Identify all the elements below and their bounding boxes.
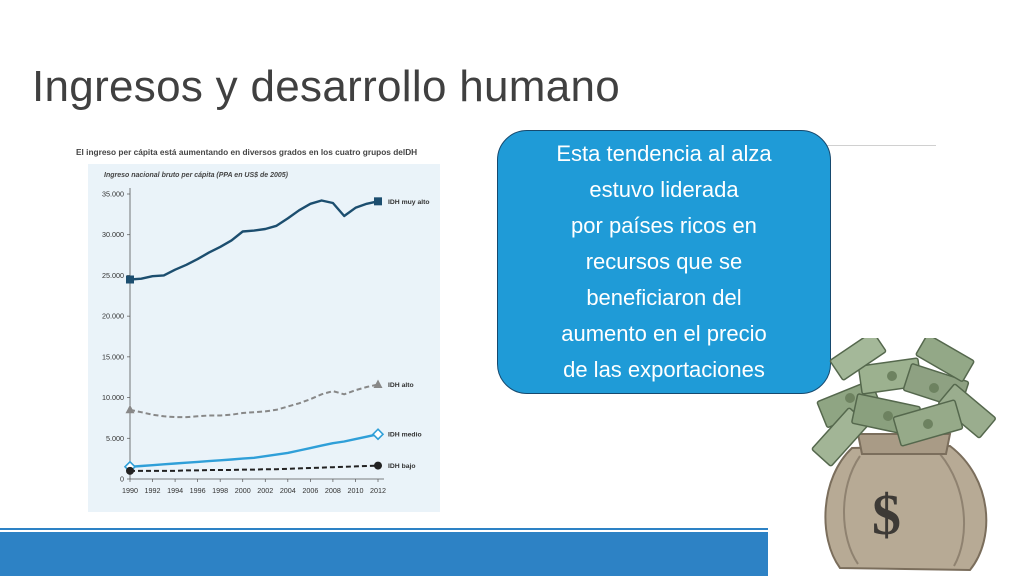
x-tick-label: 2006 — [302, 486, 318, 495]
x-tick-label: 1994 — [167, 486, 183, 495]
x-tick-label: 1990 — [122, 486, 138, 495]
series-label: IDH muy alto — [388, 199, 430, 206]
callout-line: recursos que se — [585, 249, 743, 274]
x-tick-label: 1996 — [190, 486, 206, 495]
series-line — [130, 464, 379, 472]
series-line — [129, 199, 379, 281]
callout-box: Esta tendencia al alza estuvo liderada p… — [497, 130, 831, 394]
series-label: IDH medio — [388, 432, 422, 439]
y-tick-label: 5.000 — [106, 434, 124, 443]
series-marker — [373, 379, 383, 389]
title-rule — [818, 145, 936, 146]
dollar-sign: $ — [872, 482, 901, 547]
y-tick-label: 35.000 — [102, 190, 124, 199]
x-tick-label: 1992 — [145, 486, 161, 495]
callout-line: beneficiaron del — [586, 285, 742, 310]
x-tick-label: 2012 — [370, 486, 386, 495]
callout-text: Esta tendencia al alza estuvo liderada p… — [546, 136, 781, 388]
series-marker — [374, 197, 382, 206]
money-bag-icon: $ — [811, 338, 996, 572]
footer-bar — [0, 532, 768, 576]
y-tick-label: 10.000 — [102, 393, 124, 402]
callout-line: estuvo liderada — [589, 177, 739, 202]
y-tick-label: 15.000 — [102, 352, 124, 361]
y-tick-label: 0 — [120, 475, 124, 484]
series-line — [129, 433, 379, 468]
x-tick-label: 1998 — [212, 486, 228, 495]
series-label: IDH bajo — [388, 463, 416, 470]
chart-background — [88, 164, 440, 512]
footer-rule — [0, 528, 768, 530]
series-line — [129, 383, 379, 419]
chart-title: El ingreso per cápita está aumentando en… — [76, 147, 417, 157]
callout-line: por países ricos en — [571, 213, 757, 238]
banknotes — [811, 338, 996, 467]
series-marker — [374, 461, 382, 470]
series-marker — [125, 404, 135, 414]
series-marker — [126, 466, 134, 475]
callout-line: Esta tendencia al alza — [556, 141, 772, 166]
y-tick-label: 20.000 — [102, 312, 124, 321]
chart: El ingreso per cápita está aumentando en… — [76, 147, 440, 512]
series-label: IDH alto — [388, 382, 414, 389]
y-axis-label: Ingreso nacional bruto per cápita (PPA e… — [104, 172, 289, 179]
series-marker — [371, 428, 385, 441]
y-tick-label: 30.000 — [102, 230, 124, 239]
x-tick-label: 2000 — [235, 486, 251, 495]
x-tick-label: 2010 — [347, 486, 363, 495]
chart-panel: El ingreso per cápita está aumentando en… — [72, 138, 464, 514]
y-tick-label: 25.000 — [102, 271, 124, 280]
callout-line: de las exportaciones — [563, 357, 765, 382]
callout-line: aumento en el precio — [561, 321, 767, 346]
x-tick-label: 2004 — [280, 486, 296, 495]
x-tick-label: 2002 — [257, 486, 273, 495]
series-marker — [126, 275, 134, 284]
slide-title: Ingresos y desarrollo humano — [32, 62, 621, 111]
x-tick-label: 2008 — [325, 486, 341, 495]
